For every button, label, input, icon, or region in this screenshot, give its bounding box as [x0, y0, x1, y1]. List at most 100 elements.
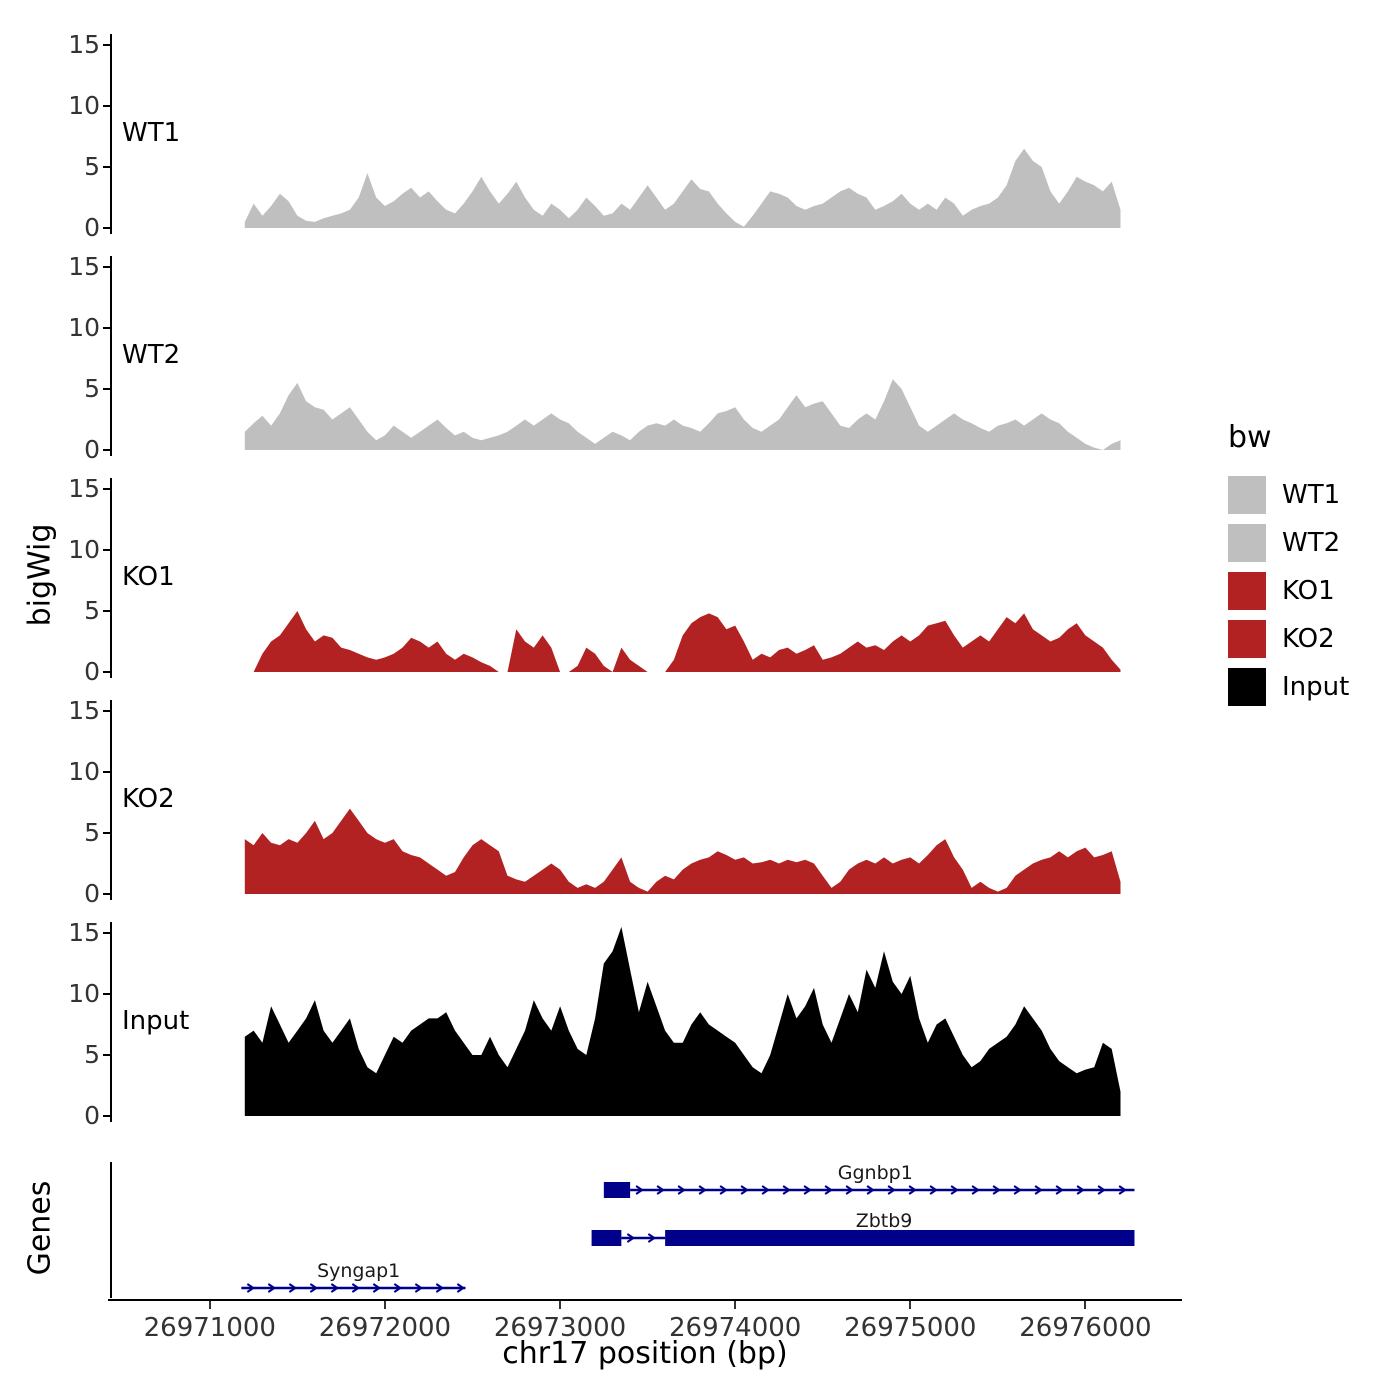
y-tick-mark: [103, 105, 110, 107]
genes-svg: Ggnbp1 Zbtb9 Syngap1: [110, 1162, 1135, 1298]
coverage-area-ko1: [244, 611, 1121, 672]
gene-label-ggnbp1: Ggnbp1: [838, 1162, 913, 1184]
strand-arrow-icon: [1097, 1185, 1106, 1195]
strand-arrow-icon: [246, 1283, 256, 1293]
y-tick-label: 15: [68, 30, 100, 59]
track-input: 0 5 10 15 Input: [60, 916, 1182, 1129]
coverage-area-wt2: [244, 379, 1121, 450]
strand-arrow-icon: [626, 1233, 636, 1243]
y-tick-label: 5: [84, 374, 100, 403]
y-tick-mark: [103, 266, 110, 268]
strand-arrow-icon: [647, 1233, 657, 1243]
y-tick-mark: [103, 832, 110, 834]
coverage-polygon: [244, 926, 1121, 1116]
y-tick-label: 0: [84, 879, 100, 908]
y-tick-mark: [103, 932, 110, 934]
y-tick-mark: [103, 771, 110, 773]
y-tick-label: 15: [68, 696, 100, 725]
coverage-polygon: [244, 611, 1121, 672]
genes-axis-title: Genes: [22, 1180, 58, 1276]
legend-entry-ko1: KO1: [1228, 567, 1349, 615]
strand-arrow-icon: [803, 1185, 812, 1195]
y-tick-mark: [103, 893, 110, 895]
strand-arrow-icon: [866, 1185, 875, 1195]
legend-title: bw: [1228, 420, 1272, 455]
y-tick-label: 5: [84, 1040, 100, 1069]
y-tick-mark: [103, 388, 110, 390]
legend-label: KO1: [1282, 576, 1335, 606]
x-tick-mark: [734, 1301, 737, 1309]
y-axis-line: [110, 34, 112, 234]
x-tick-mark: [383, 1301, 386, 1309]
legend-label: KO2: [1282, 624, 1335, 654]
gene-exon-zbtb9: [591, 1230, 622, 1246]
strand-arrow-icon: [761, 1185, 770, 1195]
genes-axis-line: [110, 1162, 112, 1298]
genes-panel: Ggnbp1 Zbtb9 Syngap1: [110, 1158, 1180, 1300]
x-axis-line: [108, 1299, 1182, 1301]
x-tick-mark: [909, 1301, 912, 1309]
y-axis-line: [110, 700, 112, 900]
legend: bw WT1 WT2 KO1 KO2 Input: [1228, 420, 1349, 711]
y-tick-mark: [103, 1054, 110, 1056]
y-tick-mark: [103, 549, 110, 551]
legend-label: Input: [1282, 672, 1350, 702]
strand-arrow-icon: [740, 1185, 749, 1195]
strand-arrow-icon: [677, 1185, 686, 1195]
y-tick-mark: [103, 44, 110, 46]
strand-arrow-icon: [1118, 1185, 1127, 1195]
strand-arrow-icon: [393, 1283, 403, 1293]
y-tick-label: 10: [68, 91, 100, 120]
coverage-area-ko2: [244, 808, 1121, 894]
track-label: KO1: [122, 562, 175, 592]
strand-arrow-icon: [414, 1283, 424, 1293]
strand-arrow-icon: [635, 1185, 644, 1195]
legend-swatch-wt2: [1228, 524, 1266, 562]
track-label: KO2: [122, 784, 175, 814]
strand-arrow-icon: [1013, 1185, 1022, 1195]
y-tick-label: 10: [68, 313, 100, 342]
y-tick-label: 5: [84, 818, 100, 847]
legend-swatch-input: [1228, 668, 1266, 706]
track-label: WT1: [122, 118, 181, 148]
legend-label: WT1: [1282, 480, 1341, 510]
track-wt2: 0 5 10 15 WT2: [60, 250, 1182, 464]
gene-label-zbtb9: Zbtb9: [856, 1210, 913, 1232]
coverage-polygon: [244, 808, 1121, 894]
gene-label-syngap1: Syngap1: [317, 1260, 400, 1282]
x-tick-mark: [559, 1301, 562, 1309]
y-tick-mark: [103, 227, 110, 229]
strand-arrow-icon: [1055, 1185, 1064, 1195]
track-ko1: 0 5 10 15 KO1: [60, 472, 1182, 685]
x-tick-mark: [208, 1301, 211, 1309]
legend-label: WT2: [1282, 528, 1341, 558]
y-tick-label: 0: [84, 435, 100, 464]
legend-entry-wt2: WT2: [1228, 519, 1349, 567]
y-tick-label: 10: [68, 535, 100, 564]
y-axis-title: bigWig: [22, 523, 58, 627]
strand-arrow-icon: [824, 1185, 833, 1195]
y-tick-label: 15: [68, 918, 100, 947]
track-label: Input: [122, 1006, 190, 1036]
strand-arrow-icon: [1076, 1185, 1085, 1195]
x-tick-label: 26975000: [844, 1313, 977, 1343]
legend-entry-wt1: WT1: [1228, 471, 1349, 519]
x-tick-label: 26973000: [493, 1313, 627, 1343]
y-tick-mark: [103, 993, 110, 995]
strand-arrow-icon: [698, 1185, 707, 1195]
coverage-polygon: [244, 379, 1121, 450]
strand-arrow-icon: [309, 1283, 319, 1293]
strand-arrow-icon: [971, 1185, 980, 1195]
x-tick-label: 26976000: [1019, 1313, 1152, 1343]
strand-arrow-icon: [845, 1185, 854, 1195]
strand-arrow-icon: [267, 1283, 277, 1293]
legend-entry-input: Input: [1228, 663, 1349, 711]
x-axis-title: chr17 position (bp): [502, 1336, 788, 1371]
coverage-area-input: [244, 926, 1121, 1116]
y-axis-line: [110, 256, 112, 456]
coverage-polygon: [244, 148, 1121, 228]
y-tick-mark: [103, 671, 110, 673]
y-tick-mark: [103, 710, 110, 712]
y-tick-label: 10: [68, 757, 100, 786]
y-tick-mark: [103, 1115, 110, 1117]
